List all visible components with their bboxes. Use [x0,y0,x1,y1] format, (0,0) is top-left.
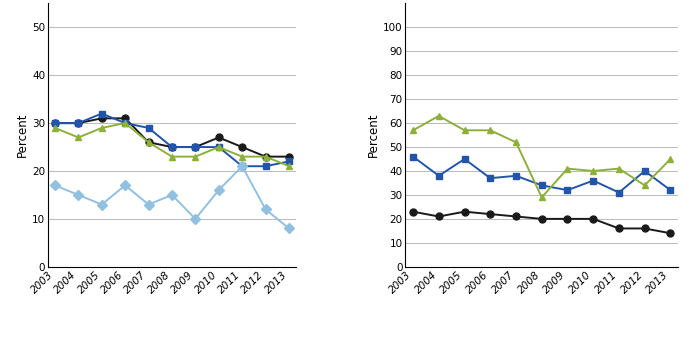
Uninsured [214,188,223,192]
Public [191,155,199,159]
Y-axis label: Percent: Percent [367,113,380,157]
Line: Public: Public [51,120,292,170]
0-1 Conditions [409,210,417,214]
0-1 Conditions [460,210,469,214]
Uninsured [262,207,270,211]
Total [214,135,223,140]
Line: 4+ Conditions: 4+ Conditions [410,113,674,201]
Private [262,164,270,168]
2-3 Conditions [486,176,495,180]
Total [145,140,153,144]
Total [51,121,59,125]
4+ Conditions [460,128,469,132]
Uninsured [145,202,153,207]
Total [98,116,106,120]
Private [191,145,199,149]
Uninsured [238,164,247,168]
Total [285,155,293,159]
Private [51,121,59,125]
2-3 Conditions [563,188,571,192]
4+ Conditions [512,140,520,144]
Private [285,159,293,163]
2-3 Conditions [538,183,546,187]
Uninsured [51,183,59,187]
2-3 Conditions [640,169,649,173]
Private [121,121,129,125]
Public [51,126,59,130]
2-3 Conditions [435,174,443,178]
Private [145,126,153,130]
Line: 2-3 Conditions: 2-3 Conditions [410,153,674,196]
4+ Conditions [640,183,649,187]
0-1 Conditions [563,217,571,221]
4+ Conditions [615,167,623,171]
Private [98,111,106,116]
2-3 Conditions [615,190,623,195]
Total [262,155,270,159]
2-3 Conditions [460,157,469,161]
Uninsured [121,183,129,187]
Y-axis label: Percent: Percent [16,113,29,157]
Total [168,145,176,149]
Line: Total: Total [51,115,292,160]
Private [168,145,176,149]
2-3 Conditions [667,188,675,192]
0-1 Conditions [538,217,546,221]
4+ Conditions [538,195,546,199]
0-1 Conditions [615,226,623,231]
4+ Conditions [563,167,571,171]
2-3 Conditions [589,179,597,183]
Public [145,140,153,144]
Uninsured [98,202,106,207]
2-3 Conditions [409,155,417,159]
Public [238,155,247,159]
Private [238,164,247,168]
Uninsured [191,217,199,221]
4+ Conditions [486,128,495,132]
0-1 Conditions [486,212,495,216]
Total [238,145,247,149]
Public [74,135,82,140]
Public [168,155,176,159]
2-3 Conditions [512,174,520,178]
4+ Conditions [435,114,443,118]
Public [214,145,223,149]
4+ Conditions [589,169,597,173]
Uninsured [168,193,176,197]
Uninsured [285,226,293,231]
Line: Private: Private [51,110,292,170]
Total [121,116,129,120]
0-1 Conditions [435,214,443,219]
Private [74,121,82,125]
Uninsured [74,193,82,197]
Line: 0-1 Conditions: 0-1 Conditions [410,208,674,237]
0-1 Conditions [589,217,597,221]
Total [191,145,199,149]
4+ Conditions [409,128,417,132]
Public [121,121,129,125]
0-1 Conditions [667,231,675,235]
0-1 Conditions [640,226,649,231]
4+ Conditions [667,157,675,161]
Public [262,155,270,159]
Line: Uninsured: Uninsured [51,163,292,232]
Private [214,145,223,149]
Total [74,121,82,125]
0-1 Conditions [512,214,520,219]
Public [285,164,293,168]
Public [98,126,106,130]
